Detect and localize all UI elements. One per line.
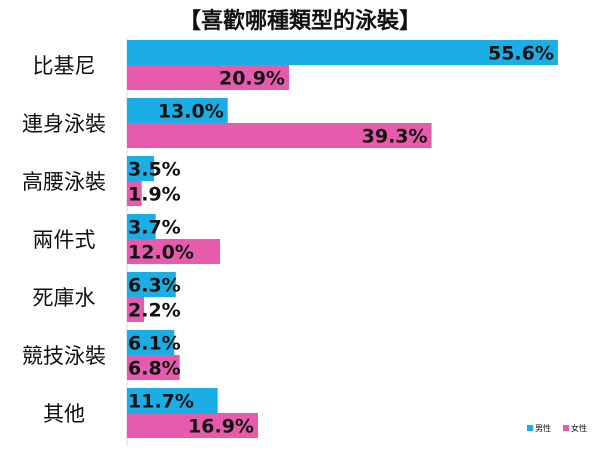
male-bar bbox=[127, 40, 558, 65]
female-bar bbox=[127, 355, 180, 380]
male-value-label: 6.3% bbox=[128, 275, 181, 297]
female-value-label: 2.2% bbox=[128, 300, 181, 322]
female-value-label: 16.9% bbox=[188, 416, 254, 438]
female-bar bbox=[127, 181, 142, 206]
male-value-label: 3.7% bbox=[128, 217, 181, 239]
female-value-label: 39.3% bbox=[362, 126, 428, 148]
category-label: 死庫水 bbox=[33, 286, 96, 310]
legend-swatch-male bbox=[527, 425, 533, 431]
legend-label-male: 男性 bbox=[535, 423, 551, 433]
male-value-label: 55.6% bbox=[488, 43, 554, 65]
legend-swatch-female bbox=[563, 425, 569, 431]
male-bar bbox=[127, 214, 156, 239]
legend-label-female: 女性 bbox=[571, 423, 587, 433]
category-label: 競技泳裝 bbox=[22, 344, 106, 368]
category-label: 連身泳裝 bbox=[22, 112, 106, 136]
bars bbox=[127, 40, 558, 438]
category-label: 兩件式 bbox=[33, 228, 96, 252]
female-value-label: 20.9% bbox=[219, 68, 285, 90]
female-value-label: 6.8% bbox=[128, 358, 181, 380]
female-value-label: 12.0% bbox=[128, 242, 194, 264]
male-value-label: 3.5% bbox=[128, 159, 181, 181]
male-bar bbox=[127, 388, 218, 413]
male-bar bbox=[127, 272, 176, 297]
category-label: 高腰泳裝 bbox=[22, 170, 106, 194]
male-value-label: 13.0% bbox=[158, 101, 224, 123]
female-bar bbox=[127, 297, 145, 322]
male-bar bbox=[127, 98, 228, 123]
category-label: 比基尼 bbox=[33, 54, 96, 78]
value-labels: 55.6% 20.9% 13.0% 39.3% 3.5% 1.9% 3.7% 12.0% 6.3… bbox=[128, 43, 554, 438]
male-value-label: 11.7% bbox=[128, 391, 194, 413]
female-bar bbox=[127, 123, 432, 148]
legend: 男性 女性 bbox=[527, 423, 587, 433]
male-bar bbox=[127, 330, 175, 355]
chart-title: 【喜歡哪種類型的泳裝】 bbox=[179, 8, 421, 34]
female-bar bbox=[127, 239, 220, 264]
female-value-label: 1.9% bbox=[128, 184, 181, 206]
male-value-label: 6.1% bbox=[128, 333, 181, 355]
female-bar bbox=[127, 65, 289, 90]
male-bar bbox=[127, 156, 155, 181]
female-bar bbox=[127, 413, 258, 438]
category-label: 其他 bbox=[43, 402, 85, 426]
